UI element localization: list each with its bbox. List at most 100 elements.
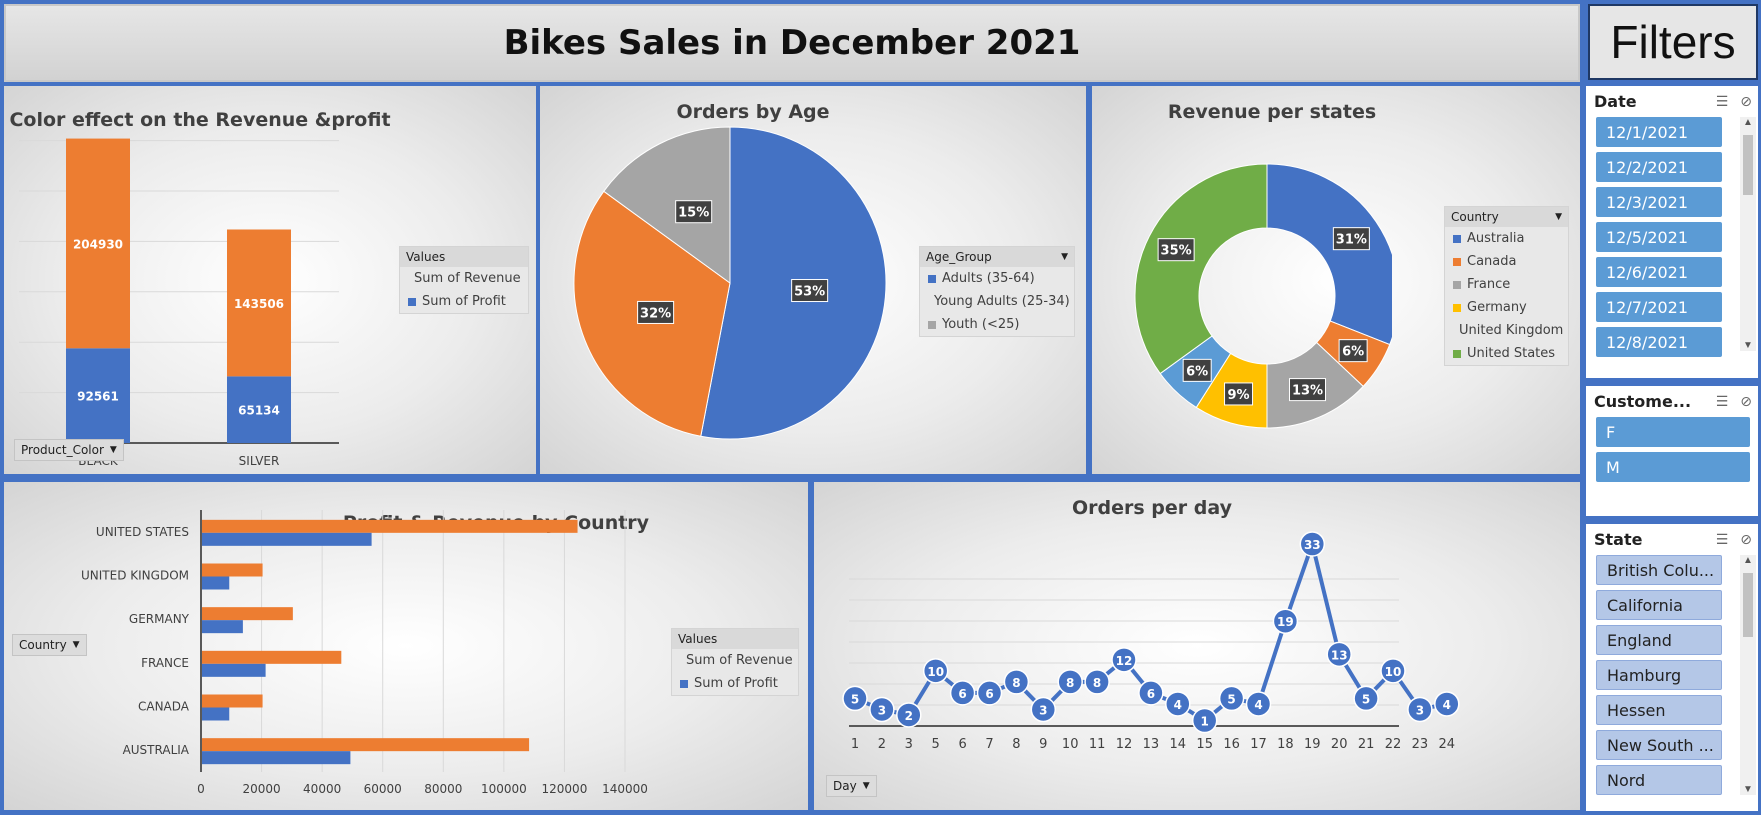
data-point — [1111, 647, 1137, 673]
slicer-item-f[interactable]: F — [1596, 417, 1750, 447]
multi-select-icon[interactable]: ☰ — [1715, 93, 1729, 110]
slicer-title: Date — [1594, 92, 1637, 111]
slicer-item-british-colu[interactable]: British Colu... — [1596, 555, 1722, 585]
legend-item-united-kingdom: United Kingdom — [1459, 323, 1564, 338]
scroll-up-icon[interactable]: ▲ — [1743, 555, 1753, 566]
slicer-item-12-8-2021[interactable]: 12/8/2021 — [1596, 327, 1722, 357]
slicer-item-12-7-2021[interactable]: 12/7/2021 — [1596, 292, 1722, 322]
slice-label-united-states: 35% — [1157, 238, 1195, 262]
x-tick-label: 10 — [1062, 737, 1079, 752]
data-point — [922, 658, 949, 684]
data-point — [1299, 531, 1326, 557]
bar-profit-silver — [227, 376, 291, 443]
bar-revenue-black — [66, 138, 130, 349]
legend-item-adults: Adults (35-64) — [920, 267, 1074, 290]
slicer-item-12-1-2021[interactable]: 12/1/2021 — [1596, 117, 1722, 147]
data-point — [1353, 685, 1379, 712]
data-label-revenue: 204930 — [73, 237, 123, 251]
state-slicer-list: ▲ ▼ British Colu... California England Hamb… — [1586, 551, 1758, 795]
x-tick-label: 6 — [958, 737, 966, 752]
scroll-down-icon[interactable]: ▼ — [1743, 340, 1753, 351]
slicer-item-new-south[interactable]: New South ... — [1596, 730, 1722, 760]
slice-australia — [1266, 163, 1392, 346]
revenue-per-states-donut: 31% 6% 13% 9% 6% 35% — [1134, 163, 1392, 429]
slicer-item-hessen[interactable]: Hessen — [1596, 695, 1722, 725]
data-label: 6 — [985, 687, 993, 701]
data-label: 1 — [1201, 714, 1209, 728]
day-field-button[interactable]: Day ▼ — [826, 775, 877, 797]
x-tick-label: 2 — [878, 737, 886, 752]
scrollbar[interactable]: ▲ ▼ — [1740, 555, 1756, 795]
scroll-thumb[interactable] — [1743, 573, 1753, 637]
slice-label-adults-35-64-bg — [791, 279, 829, 303]
data-label: 3 — [1416, 703, 1424, 717]
data-label-revenue: 143506 — [234, 297, 284, 311]
scroll-up-icon[interactable]: ▲ — [1743, 117, 1753, 128]
clear-filter-icon[interactable]: ⊘ — [1740, 393, 1752, 410]
scroll-thumb[interactable] — [1743, 135, 1753, 195]
y-tick-label: UNITED STATES — [96, 525, 189, 539]
data-label: 8 — [1012, 676, 1020, 690]
slice-label-australia: 31% — [1332, 227, 1370, 251]
legend-title: Age_Group ▼ — [920, 247, 1074, 267]
bar-profit-united-states — [202, 532, 372, 546]
legend-title: Values — [672, 629, 798, 649]
chevron-down-icon[interactable]: ▼ — [1061, 252, 1068, 262]
slicer-item-nord[interactable]: Nord — [1596, 765, 1722, 795]
x-tick-label: 16 — [1223, 737, 1240, 752]
scrollbar[interactable]: ▲ ▼ — [1740, 117, 1756, 351]
x-tick-label: 19 — [1304, 737, 1321, 752]
orders-by-age-pie: 53% 32% 15% — [573, 126, 887, 440]
product-color-field-button[interactable]: Product_Color ▼ — [14, 439, 124, 461]
clear-filter-icon[interactable]: ⊘ — [1740, 531, 1752, 548]
legend-item-france: France — [1445, 273, 1568, 296]
scroll-down-icon[interactable]: ▼ — [1743, 784, 1753, 795]
x-tick-label: 140000 — [602, 782, 648, 796]
multi-select-icon[interactable]: ☰ — [1715, 393, 1729, 410]
data-label: 33 — [1304, 538, 1321, 552]
x-tick-label: 13 — [1143, 737, 1160, 752]
x-tick-label: 120000 — [542, 782, 588, 796]
slicer-item-12-3-2021[interactable]: 12/3/2021 — [1596, 187, 1722, 217]
multi-select-icon[interactable]: ☰ — [1715, 531, 1729, 548]
x-tick-label: 9 — [1039, 737, 1047, 752]
data-label-profit: 92561 — [77, 390, 119, 404]
bar-revenue-germany — [202, 607, 293, 621]
data-point — [1165, 691, 1191, 717]
data-label: 19 — [1277, 615, 1294, 629]
slicer-item-m[interactable]: M — [1596, 452, 1750, 482]
data-label: 6 — [1147, 687, 1155, 701]
slicer-header: Date ☰ ⊘ — [1586, 86, 1758, 113]
slicer-item-12-5-2021[interactable]: 12/5/2021 — [1596, 222, 1722, 252]
data-label: 8 — [1093, 676, 1101, 690]
revenue-per-states-panel: Revenue per states 31% 6% 13% 9% 6% 35% Count… — [1092, 86, 1580, 474]
data-point — [896, 702, 922, 728]
data-label: 8 — [1066, 676, 1074, 690]
legend-item-revenue: Sum of Revenue — [686, 653, 793, 668]
chevron-down-icon[interactable]: ▼ — [1555, 212, 1562, 222]
chevron-down-icon: ▼ — [72, 640, 80, 650]
country-field-button[interactable]: Country ▼ — [12, 634, 87, 656]
data-label: 4 — [1174, 698, 1182, 712]
slicer-item-12-6-2021[interactable]: 12/6/2021 — [1596, 257, 1722, 287]
slice-label-canada-text: 6% — [1342, 345, 1364, 360]
date-slicer-list: ▲ ▼ 12/1/2021 12/2/2021 12/3/2021 12/5/2021… — [1586, 113, 1758, 357]
slicer-item-hamburg[interactable]: Hamburg — [1596, 660, 1722, 690]
x-tick-label: 15 — [1196, 737, 1213, 752]
slicer-item-california[interactable]: California — [1596, 590, 1722, 620]
slicer-item-england[interactable]: England — [1596, 625, 1722, 655]
x-tick-label: 80000 — [424, 782, 462, 796]
age-legend: Age_Group ▼ Adults (35-64) Young Adults (… — [919, 246, 1075, 337]
data-label: 5 — [851, 692, 859, 706]
data-label: 5 — [1362, 692, 1370, 706]
slice-label-germany: 9% — [1224, 382, 1254, 406]
bar-profit-black — [66, 348, 130, 443]
legend-item-canada: Canada — [1445, 250, 1568, 273]
x-tick-label: 18 — [1277, 737, 1294, 752]
y-tick-label: GERMANY — [129, 612, 190, 626]
data-point — [1272, 608, 1299, 634]
slice-label-germany-bg — [1224, 382, 1254, 406]
orders-by-age-panel: Orders by Age 53% 32% 15% Age_Group ▼ Adult… — [540, 86, 1086, 474]
clear-filter-icon[interactable]: ⊘ — [1740, 93, 1752, 110]
slicer-item-12-2-2021[interactable]: 12/2/2021 — [1596, 152, 1722, 182]
